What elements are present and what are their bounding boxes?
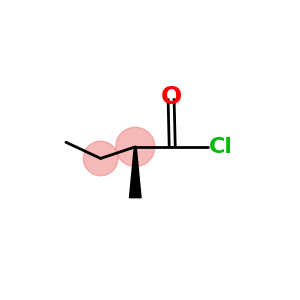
Circle shape [116,127,155,167]
Text: O: O [160,85,182,109]
Circle shape [83,141,118,176]
Polygon shape [130,147,141,198]
Text: Cl: Cl [209,137,233,157]
